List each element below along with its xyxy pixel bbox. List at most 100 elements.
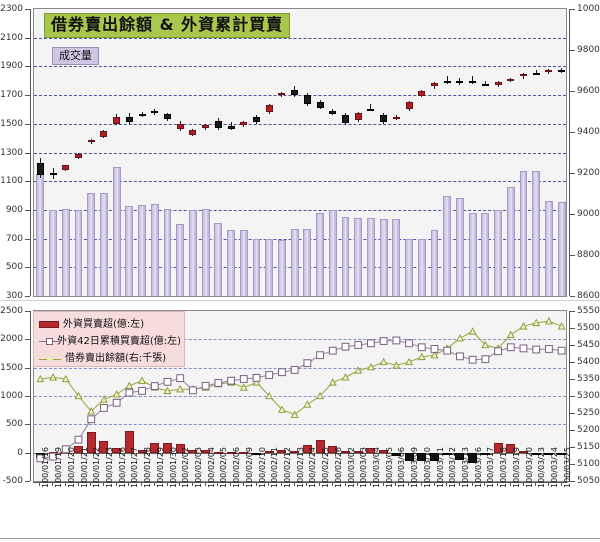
volume-bar	[392, 219, 400, 296]
legend-item-2: 借券賣出餘額(右:千張)	[39, 350, 181, 367]
candlestick	[533, 73, 540, 75]
volume-bar	[189, 210, 197, 296]
candlestick	[228, 126, 235, 129]
candlestick	[278, 93, 285, 95]
x-axis-label: 100/01/29	[157, 447, 165, 488]
bottom-right-tick: 5350	[577, 375, 600, 384]
x-axis-label: 100/03/25	[564, 447, 572, 488]
balance-marker	[431, 352, 437, 358]
x-tick	[472, 483, 473, 486]
x-axis-label: 100/03/02	[348, 447, 356, 488]
x-axis-label: 100/01/27	[131, 447, 139, 488]
candlestick	[406, 102, 413, 109]
top-left-tick: 1700	[0, 91, 23, 100]
cumulative-marker	[520, 345, 527, 352]
candlestick	[88, 140, 95, 142]
x-tick	[154, 483, 155, 486]
candlestick	[164, 114, 171, 119]
x-axis-label: 100/02/03	[195, 447, 203, 488]
top-left-tick: 900	[0, 206, 23, 215]
candlestick	[456, 81, 463, 83]
volume-bar	[431, 230, 439, 296]
x-axis-label: 100/03/09	[411, 447, 419, 488]
candlestick	[520, 74, 527, 76]
bottom-left-tick: 500	[0, 420, 23, 429]
x-tick	[523, 483, 524, 486]
candlestick	[367, 109, 374, 111]
x-tick	[116, 483, 117, 486]
x-axis-label: 100/03/17	[487, 447, 495, 488]
legend: 外資買賣超(億:左) 外資42日累積買賣超(億:左) 借券賣出餘額(右:千張)	[33, 311, 185, 367]
cumulative-marker	[317, 352, 324, 359]
candlestick	[545, 70, 552, 72]
x-axis-label: 100/02/12	[284, 447, 292, 488]
x-tick	[434, 483, 435, 486]
volume-bar	[545, 201, 553, 296]
cumulative-marker	[266, 372, 273, 379]
cumulative-marker	[495, 348, 502, 355]
top-right-tick: 9800	[577, 46, 600, 55]
cumulative-marker	[279, 369, 286, 376]
volume-bar	[176, 224, 184, 296]
volume-bar	[558, 202, 566, 296]
balance-marker	[50, 374, 56, 380]
volume-bar	[100, 193, 108, 296]
cumulative-marker	[342, 343, 349, 350]
balance-marker	[508, 332, 514, 338]
x-axis-label: 100/01/28	[144, 447, 152, 488]
bottom-left-axis: -50005001000150020002500	[0, 310, 31, 482]
candlestick	[37, 163, 44, 174]
x-axis-label: 100/03/03	[360, 447, 368, 488]
candlestick	[418, 91, 425, 96]
bottom-right-tick: 5200	[577, 426, 600, 435]
volume-bar	[367, 218, 375, 296]
legend-item-1: 外資42日累積買賣超(億:左)	[39, 333, 181, 350]
balance-marker	[558, 323, 564, 329]
candlestick	[304, 95, 311, 104]
x-tick	[319, 483, 320, 486]
candlestick	[75, 154, 82, 158]
x-tick	[243, 483, 244, 486]
cumulative-marker	[329, 347, 336, 354]
bottom-right-tick: 5400	[577, 358, 600, 367]
x-axis-label: 100/01/20	[68, 447, 76, 488]
x-axis-label: 100/02/13	[297, 447, 305, 488]
volume-bar	[87, 193, 95, 296]
volume-bar	[214, 223, 222, 296]
bottom-left-tick: -500	[0, 477, 23, 486]
cumulative-marker	[177, 375, 184, 382]
volume-bar	[456, 198, 464, 296]
x-tick	[256, 483, 257, 486]
chart-screenshot: 3005007009001100130015001700190021002300…	[0, 0, 600, 542]
x-axis-label: 100/01/23	[106, 447, 114, 488]
volume-bar	[253, 239, 261, 296]
x-tick	[345, 483, 346, 486]
candlestick	[139, 114, 146, 116]
candlestick	[317, 102, 324, 107]
x-axis-label: 100/02/10	[259, 447, 267, 488]
cumulative-marker	[88, 416, 95, 423]
volume-bar	[481, 213, 489, 296]
x-axis-label: 100/02/06	[233, 447, 241, 488]
bottom-right-tick: 5500	[577, 324, 600, 333]
top-left-tick: 1900	[0, 62, 23, 71]
cumulative-marker	[444, 347, 451, 354]
x-tick	[383, 483, 384, 486]
top-left-tick: 500	[0, 263, 23, 272]
x-tick	[78, 483, 79, 486]
volume-bar	[36, 174, 44, 296]
x-axis-label: 100/01/22	[93, 447, 101, 488]
x-axis-label: 100/03/12	[449, 447, 457, 488]
volume-bar	[278, 240, 286, 296]
candlestick	[177, 124, 184, 129]
candlestick	[380, 115, 387, 122]
volume-bar	[138, 205, 146, 296]
x-tick	[497, 483, 498, 486]
volume-bar	[520, 171, 528, 296]
bottom-right-tick: 5050	[577, 477, 600, 486]
volume-bar	[469, 213, 477, 296]
top-left-tick: 2100	[0, 34, 23, 43]
candlestick	[507, 79, 514, 81]
cumulative-marker	[228, 377, 235, 384]
candlestick	[266, 105, 273, 112]
